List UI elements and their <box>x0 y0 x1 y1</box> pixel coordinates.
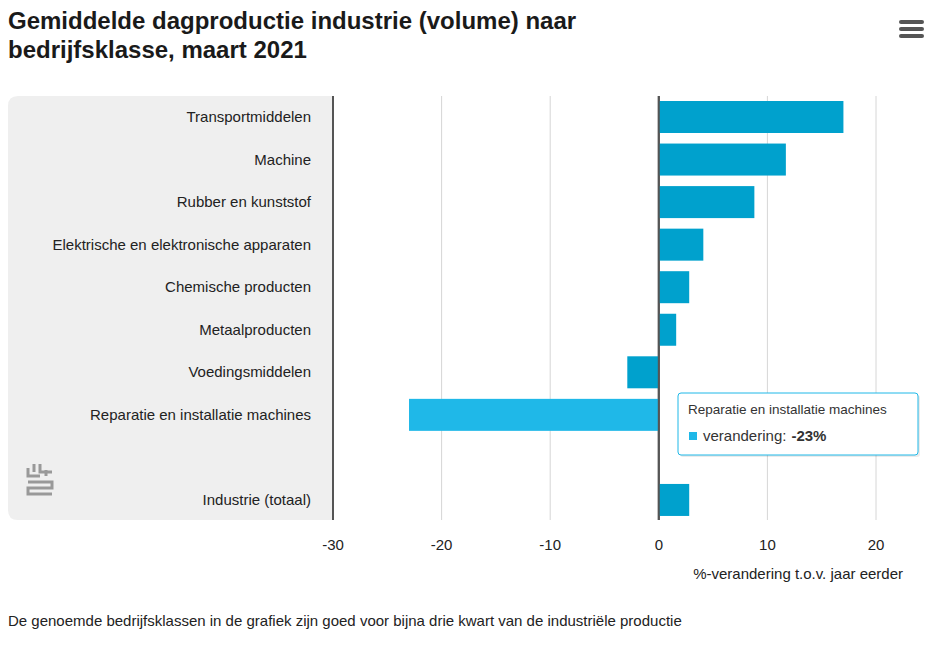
tooltip: Reparatie en installatie machines verande… <box>678 393 920 457</box>
category-label: Metaalproducten <box>51 320 311 340</box>
category-label: Voedingsmiddelen <box>51 362 311 382</box>
menu-icon[interactable] <box>899 20 924 24</box>
category-label: Rubber en kunststof <box>51 192 311 212</box>
bar <box>659 484 689 516</box>
tick-label: 20 <box>868 536 885 553</box>
category-label: Chemische producten <box>51 277 311 297</box>
note: De genoemde bedrijfsklassen in de grafie… <box>8 612 682 629</box>
category-label: Machine <box>51 150 311 170</box>
tick-label: 10 <box>759 536 776 553</box>
tick-label: -20 <box>431 536 453 553</box>
category-label: Elektrische en elektronische apparaten <box>51 235 311 255</box>
bar <box>627 356 658 388</box>
zero-line <box>658 96 660 520</box>
tooltip-marker <box>689 432 697 440</box>
category-label: Industrie (totaal) <box>51 490 311 510</box>
tooltip-title: Reparatie en installatie machines <box>688 402 887 417</box>
logo <box>28 464 52 494</box>
tick-label: -30 <box>322 536 344 553</box>
title: Gemiddelde dagproductie industrie (volum… <box>8 6 648 64</box>
grid-line <box>658 96 660 520</box>
tooltip-box <box>678 393 918 455</box>
category-label: Reparatie en installatie machines <box>51 405 311 425</box>
bar <box>659 271 689 303</box>
axis-label: %-verandering t.o.v. jaar eerder <box>693 565 903 582</box>
bar <box>659 314 676 346</box>
category-label: Transportmiddelen <box>51 107 311 127</box>
chart: -30 -20 -10 0 10 20 %-verandering t.o.v. jaar … <box>0 0 940 646</box>
menu-icon[interactable] <box>899 34 924 38</box>
bar <box>659 101 844 133</box>
menu-icon[interactable] <box>899 27 924 31</box>
grid-line <box>332 96 334 520</box>
bar <box>659 229 704 261</box>
tooltip-label: verandering: <box>703 427 786 444</box>
grid-line <box>441 96 442 520</box>
tick-label: 0 <box>655 536 663 553</box>
bar <box>409 399 659 431</box>
label-panel <box>8 96 333 520</box>
tooltip-value: -23% <box>791 427 826 444</box>
bar <box>659 186 755 218</box>
tick-label: -10 <box>539 536 561 553</box>
grid-line <box>550 96 551 520</box>
bar <box>659 144 786 176</box>
